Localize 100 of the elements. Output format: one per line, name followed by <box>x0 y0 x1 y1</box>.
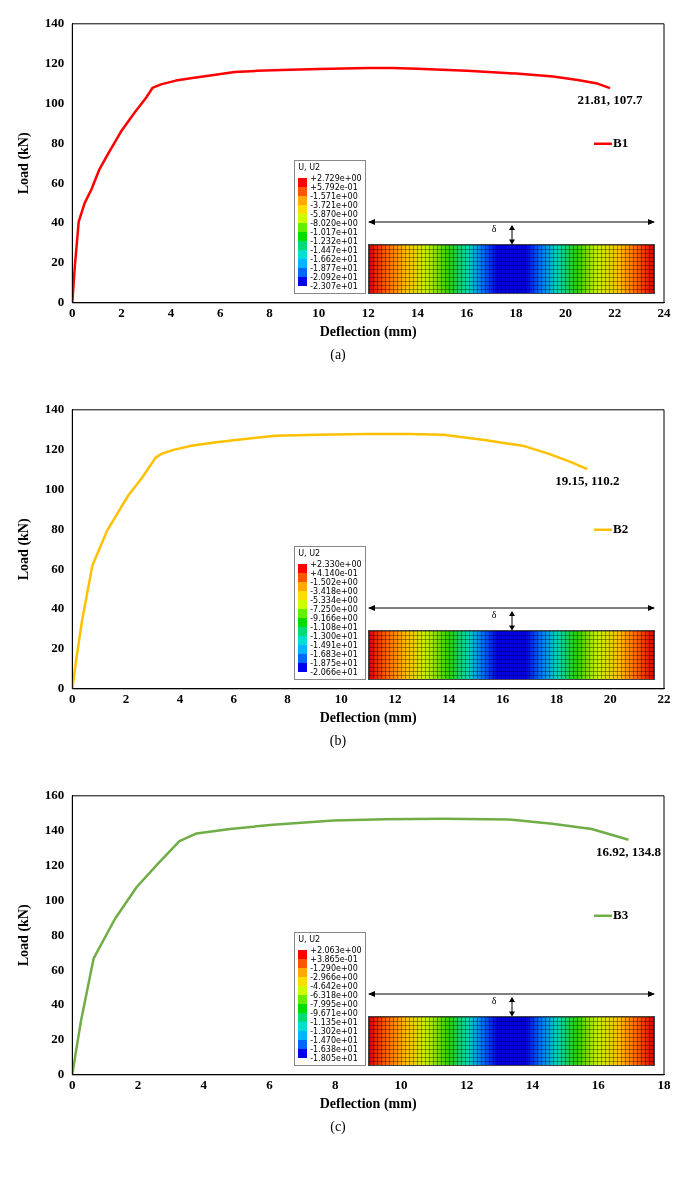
annotation: -2.966e+00 <box>310 973 359 983</box>
x-tick-label: 18 <box>549 690 564 706</box>
y-tick-label: 40 <box>51 600 65 616</box>
y-tick-label: 40 <box>51 996 65 1012</box>
annotation: -6.318e+00 <box>310 991 359 1001</box>
x-tick-label: 12 <box>460 1076 474 1092</box>
y-tick-label: 80 <box>51 520 65 536</box>
x-tick-label: 20 <box>603 690 617 706</box>
annotation: -1.300e+01 <box>310 632 359 642</box>
x-tick-label: 16 <box>496 690 510 706</box>
text: (c) <box>330 1119 347 1136</box>
annotation: -1.470e+01 <box>310 1036 359 1046</box>
annotation: -2.092e+01 <box>310 273 359 283</box>
y-tick-label: 80 <box>51 926 65 942</box>
annotation: -4.642e+00 <box>310 982 359 992</box>
annotation: 21.81, 107.7 <box>577 92 644 108</box>
text: (b) <box>329 733 347 750</box>
x-tick-label: 12 <box>388 690 402 706</box>
annotation: U, U2 <box>298 163 322 173</box>
annotation: -1.232e+01 <box>310 237 359 247</box>
x-tick-label: 22 <box>657 690 671 706</box>
legend-label: B2 <box>613 521 629 537</box>
x-tick-label: 6 <box>216 304 224 320</box>
text: (a) <box>330 347 347 364</box>
annotation: -1.683e+01 <box>310 650 359 660</box>
annotation: -5.334e+00 <box>310 596 359 606</box>
annotation: +2.330e+00 <box>310 560 362 570</box>
y-tick-label: 80 <box>51 134 65 150</box>
x-tick-label: 2 <box>122 690 130 706</box>
annotation: -7.995e+00 <box>310 1000 359 1010</box>
x-tick-label: 10 <box>394 1076 408 1092</box>
x-tick-label: 16 <box>460 304 474 320</box>
annotation: -1.662e+01 <box>310 255 359 265</box>
annotation: -1.805e+01 <box>310 1054 359 1064</box>
y-tick-label: 120 <box>44 55 65 71</box>
x-tick-label: 18 <box>509 304 524 320</box>
y-tick-label: 100 <box>44 480 65 496</box>
x-tick-label: 2 <box>118 304 125 320</box>
x-tick-label: 10 <box>312 304 326 320</box>
y-tick-label: 60 <box>51 560 65 576</box>
legend-label: B1 <box>613 135 629 151</box>
annotation: +3.865e-01 <box>310 955 359 965</box>
x-tick-label: 20 <box>558 304 572 320</box>
x-tick-label: 0 <box>69 1076 76 1092</box>
annotation: -1.875e+01 <box>310 659 359 669</box>
annotation: +2.063e+00 <box>310 946 362 956</box>
x-tick-label: 0 <box>69 690 76 706</box>
annotation: U, U2 <box>298 935 322 945</box>
y-tick-label: 100 <box>44 891 65 907</box>
x-axis-title: Deflection (mm) <box>319 710 417 727</box>
y-axis-title: Load (kN) <box>16 518 33 581</box>
x-tick-label: 8 <box>332 1076 340 1092</box>
x-axis-title: Deflection (mm) <box>319 324 417 341</box>
annotation: +2.729e+00 <box>310 174 362 184</box>
annotation: -1.491e+01 <box>310 641 359 651</box>
x-tick-label: 14 <box>526 1076 540 1092</box>
y-tick-label: 100 <box>44 94 65 110</box>
annotation: -3.418e+00 <box>310 587 359 597</box>
annotation: -1.135e+01 <box>310 1018 359 1028</box>
x-tick-label: 4 <box>200 1076 208 1092</box>
y-tick-label: 20 <box>51 1031 65 1047</box>
x-tick-label: 16 <box>591 1076 606 1092</box>
y-tick-label: 0 <box>57 294 65 310</box>
x-tick-label: 2 <box>134 1076 142 1092</box>
annotation: -1.447e+01 <box>310 246 359 256</box>
annotation: -7.250e+00 <box>310 605 359 615</box>
annotation: -1.571e+00 <box>310 192 359 202</box>
y-tick-label: 140 <box>44 15 65 31</box>
y-tick-label: 120 <box>44 856 65 872</box>
annotation: -3.721e+00 <box>310 201 359 211</box>
y-tick-label: 0 <box>57 1066 65 1082</box>
y-tick-label: 140 <box>44 822 65 838</box>
x-tick-label: 14 <box>442 690 456 706</box>
annotation: U, U2 <box>298 549 322 559</box>
x-tick-label: 0 <box>69 304 76 320</box>
annotation: -1.502e+00 <box>310 578 359 588</box>
x-tick-label: 24 <box>657 304 671 320</box>
annotation: -1.290e+00 <box>310 964 359 974</box>
y-tick-label: 60 <box>51 961 65 977</box>
annotation: 16.92, 134.8 <box>596 843 662 859</box>
annotation: -5.870e+00 <box>310 210 359 220</box>
x-tick-label: 8 <box>266 304 274 320</box>
x-tick-label: 4 <box>167 304 175 320</box>
y-axis-title: Load (kN) <box>16 132 33 195</box>
annotation: -9.166e+00 <box>310 614 359 624</box>
annotation: -2.066e+01 <box>310 668 359 678</box>
annotation: δ <box>491 608 497 620</box>
x-tick-label: 22 <box>608 304 622 320</box>
x-tick-label: 8 <box>284 690 292 706</box>
y-tick-label: 120 <box>44 441 65 457</box>
annotation: -1.017e+01 <box>310 228 359 238</box>
annotation: -8.020e+00 <box>310 219 359 229</box>
annotation: +5.792e-01 <box>310 183 359 193</box>
x-tick-label: 18 <box>657 1076 671 1092</box>
y-tick-label: 20 <box>51 640 65 656</box>
annotation: -2.307e+01 <box>310 282 359 292</box>
y-tick-label: 140 <box>44 401 65 417</box>
x-tick-label: 6 <box>230 690 238 706</box>
annotation: -1.638e+01 <box>310 1045 359 1055</box>
x-tick-label: 14 <box>410 304 425 320</box>
